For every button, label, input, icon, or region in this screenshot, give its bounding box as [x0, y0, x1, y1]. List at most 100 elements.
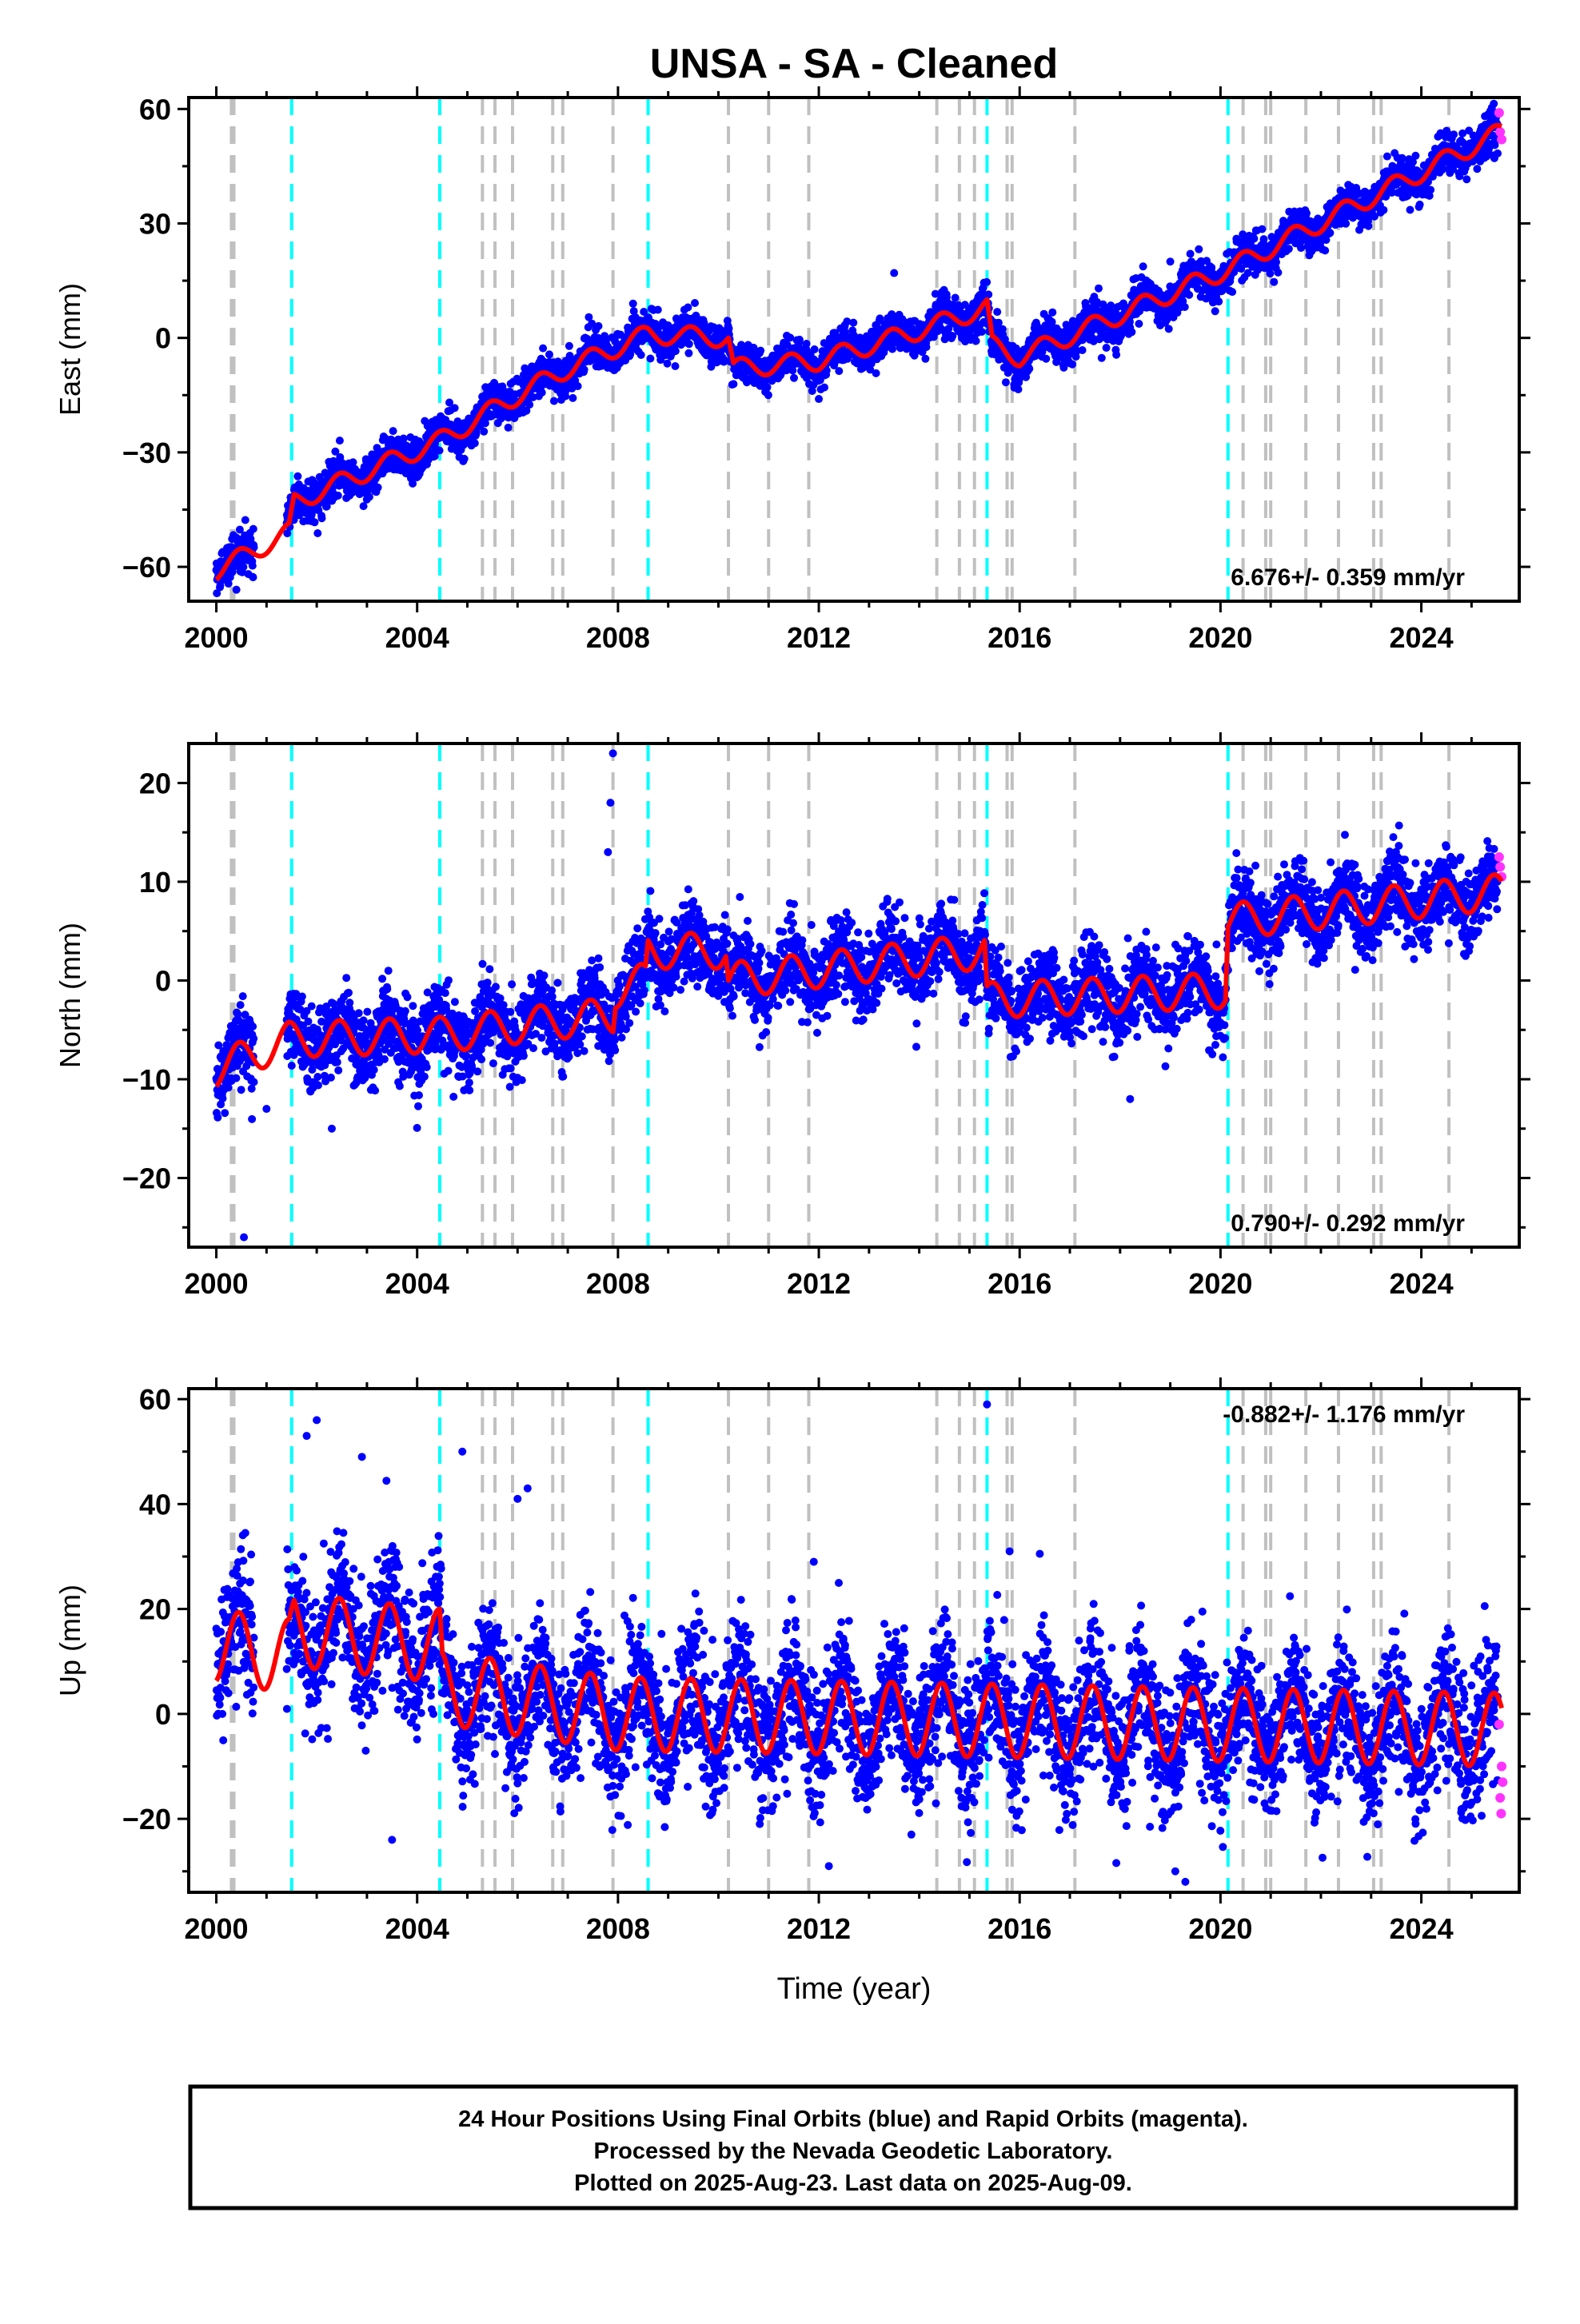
data-point — [313, 529, 321, 537]
data-point — [1079, 346, 1087, 354]
data-point — [1211, 307, 1219, 315]
data-point — [1185, 291, 1193, 299]
data-point — [1215, 297, 1223, 305]
data-point — [923, 343, 931, 351]
data-point — [1303, 209, 1311, 217]
data-point — [1411, 152, 1419, 160]
data-point — [539, 345, 547, 353]
data-point — [525, 401, 533, 409]
data-point — [389, 427, 397, 435]
data-point — [1260, 235, 1268, 243]
data-point — [248, 1115, 256, 1123]
x-tick-label: 2016 — [988, 621, 1051, 654]
x-tick-label: 2000 — [184, 621, 248, 654]
data-point — [471, 439, 479, 447]
data-point — [249, 1022, 257, 1030]
data-point — [249, 1034, 257, 1042]
final-orbit-points — [213, 100, 1502, 597]
data-point — [729, 380, 737, 388]
data-point — [1002, 378, 1010, 386]
data-point — [574, 382, 582, 390]
data-point — [629, 300, 637, 308]
data-point — [298, 993, 306, 1001]
data-point — [972, 337, 980, 345]
data-point — [213, 1114, 221, 1122]
data-point — [249, 562, 257, 570]
data-point — [672, 347, 680, 355]
data-point — [983, 278, 991, 286]
data-point — [334, 492, 342, 500]
data-point — [318, 514, 326, 522]
data-point — [764, 383, 772, 391]
data-point — [241, 516, 249, 524]
outlier-point — [890, 269, 898, 277]
data-point — [313, 1073, 321, 1081]
data-point — [1473, 165, 1481, 173]
data-point — [1450, 130, 1458, 138]
data-point — [239, 992, 247, 1000]
y-tick-label: −30 — [122, 436, 171, 469]
data-point — [764, 391, 772, 399]
data-point — [327, 1074, 335, 1082]
data-point — [684, 304, 692, 312]
data-point — [1095, 285, 1103, 293]
data-point — [1462, 175, 1470, 183]
data-point — [756, 347, 764, 355]
data-point — [237, 1086, 245, 1094]
data-point — [1398, 154, 1406, 162]
data-point — [1139, 262, 1147, 270]
data-point — [1068, 361, 1076, 369]
data-point — [232, 1074, 240, 1082]
data-point — [921, 355, 929, 363]
data-point — [461, 455, 469, 463]
data-point — [1379, 206, 1387, 214]
data-point — [637, 351, 645, 359]
data-point — [293, 472, 301, 480]
x-tick-label: 2024 — [1390, 621, 1454, 654]
data-point — [249, 573, 257, 581]
data-point — [835, 367, 843, 375]
data-point — [790, 374, 798, 382]
y-axis-label: East (mm) — [54, 283, 86, 416]
data-point — [451, 404, 459, 412]
data-point — [1266, 269, 1274, 277]
data-point — [1048, 309, 1056, 317]
x-tick-label: 2004 — [385, 621, 449, 654]
data-point — [1187, 250, 1195, 258]
data-point — [1258, 225, 1266, 233]
data-point — [595, 322, 603, 330]
data-point — [1321, 246, 1329, 254]
data-point — [237, 1001, 245, 1009]
data-point — [1326, 229, 1334, 237]
rapid-point — [1494, 108, 1504, 118]
data-point — [365, 493, 373, 501]
data-point — [872, 369, 880, 377]
data-point — [691, 299, 699, 307]
y-tick-label: 0 — [155, 322, 171, 355]
data-point — [545, 350, 553, 358]
velocity-label: 6.676+/- 0.359 mm/yr — [1231, 564, 1465, 591]
data-point — [672, 362, 680, 370]
data-point — [1025, 365, 1033, 373]
y-tick-label: −60 — [122, 551, 171, 584]
final-orbit-points — [213, 749, 1502, 1241]
x-tick-label: 2012 — [787, 621, 851, 654]
data-point — [311, 518, 319, 526]
data-point — [1272, 258, 1280, 266]
data-point — [1383, 153, 1391, 161]
data-point — [984, 290, 992, 298]
data-point — [436, 447, 444, 455]
data-point — [1195, 245, 1203, 253]
data-point — [305, 1018, 313, 1026]
data-point — [336, 436, 344, 444]
data-point — [849, 319, 857, 327]
data-point — [314, 1082, 322, 1090]
data-point — [796, 336, 804, 344]
data-point — [1297, 244, 1305, 252]
x-tick-label: 2020 — [1188, 621, 1252, 654]
data-point — [646, 355, 654, 363]
data-point — [1107, 301, 1115, 309]
data-point — [1112, 351, 1120, 359]
outlier-point — [393, 437, 401, 445]
